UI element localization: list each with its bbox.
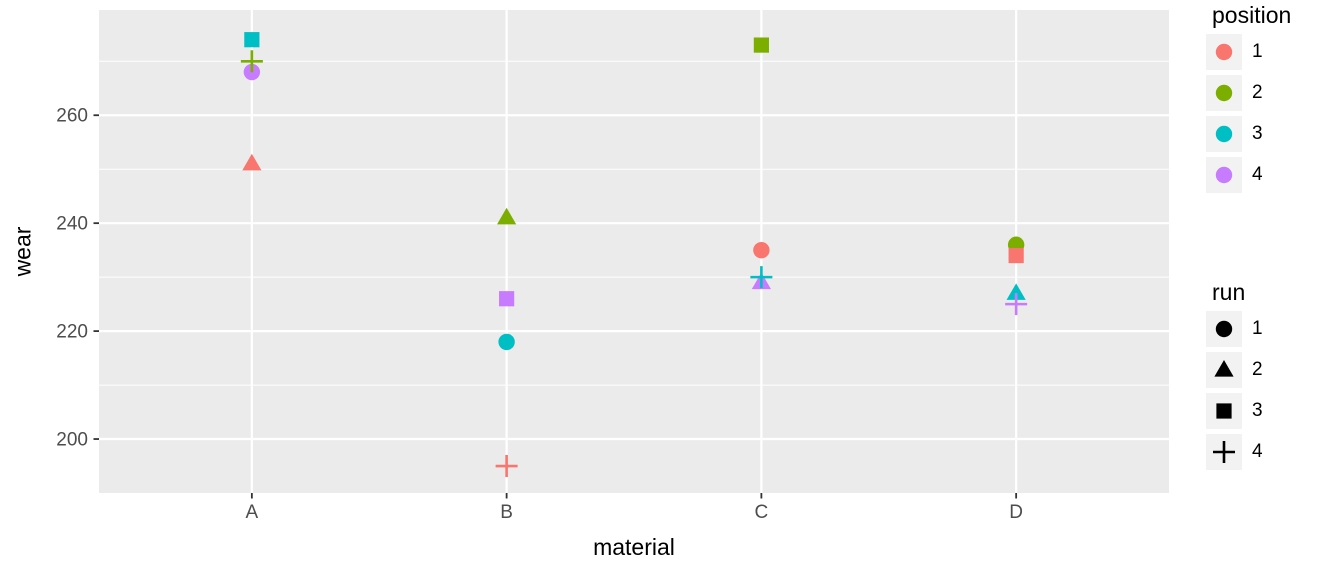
legend-key-square-icon (1206, 393, 1242, 429)
legend-label: 2 (1252, 359, 1263, 380)
x-tick-label: D (1009, 502, 1023, 523)
data-point-A-run3 (244, 32, 260, 48)
legend-item-run-1: 1 (1206, 311, 1344, 347)
legend-label: 1 (1252, 318, 1263, 339)
x-axis-title-text: material (593, 534, 675, 560)
legend-triangle-icon (1214, 360, 1234, 377)
legend-circle-icon (1215, 43, 1233, 61)
plot-area: 200 220 240 260 A B C D (56, 10, 1169, 523)
legend-label: 3 (1252, 400, 1263, 421)
legend-item-position-2: 2 (1206, 75, 1344, 111)
data-point-B-run4 (495, 455, 518, 478)
y-tick-label: 260 (56, 106, 88, 127)
legend-circle-icon (1215, 320, 1233, 338)
legend-key-circle-icon (1206, 34, 1242, 70)
legend-label: 2 (1252, 82, 1263, 103)
legend-key-triangle-icon (1206, 352, 1242, 388)
y-tick-label: 200 (56, 430, 88, 451)
data-point-B-run2 (497, 207, 517, 225)
plot-panel (99, 10, 1169, 493)
legend-key-circle-icon (1206, 157, 1242, 193)
data-point-B-run1 (498, 333, 515, 351)
legend-title-run: run (1212, 279, 1246, 305)
x-tick-label: A (246, 502, 259, 523)
legend-label: 4 (1252, 441, 1263, 462)
data-point-C-run3 (753, 37, 769, 53)
data-point-D-run3 (1008, 247, 1024, 264)
data-point-D-run2 (1006, 283, 1026, 300)
legend-item-position-3: 3 (1206, 116, 1344, 152)
legend-item-run-2: 2 (1206, 352, 1344, 388)
legend-item-run-4: 4 (1206, 434, 1344, 470)
legend-label: 1 (1252, 41, 1263, 62)
legend-square-icon (1216, 403, 1232, 419)
y-axis-title: wear (0, 10, 46, 493)
y-axis-title-text: wear (9, 226, 36, 277)
y-tick-label: 220 (56, 322, 88, 343)
legend-item-position-1: 1 (1206, 34, 1344, 70)
x-axis-title: material (99, 534, 1169, 561)
legend-key-circle-icon (1206, 116, 1242, 152)
legend-key-circle-icon (1206, 75, 1242, 111)
legend-item-run-3: 3 (1206, 393, 1344, 429)
x-tick-label: C (755, 502, 769, 523)
legend-run: run 1 2 3 4 (1206, 279, 1344, 470)
legend-key-circle-icon (1206, 311, 1242, 347)
data-point-A-run2 (242, 153, 262, 171)
x-tick-label: B (500, 502, 513, 523)
legend-label: 3 (1252, 123, 1263, 144)
legend-key-plus-icon (1206, 434, 1242, 470)
legend-label: 4 (1252, 164, 1263, 185)
legend-plus-icon (1213, 441, 1235, 463)
legend-circle-icon (1215, 125, 1233, 143)
legend-title-position: position (1212, 2, 1292, 28)
data-point-D-run4 (1005, 293, 1028, 316)
y-tick-label: 240 (56, 214, 88, 235)
legend-item-position-4: 4 (1206, 157, 1344, 193)
data-point-B-run3 (499, 291, 515, 307)
legend-position: position 1 2 3 4 (1206, 2, 1344, 193)
legend-circle-icon (1215, 84, 1233, 102)
data-point-C-run1 (753, 241, 770, 259)
legend-panel: position 1 2 3 4 run 1 2 3 4 (1206, 2, 1344, 475)
legend-circle-icon (1215, 166, 1233, 184)
data-point-C-run4 (750, 266, 773, 289)
data-point-A-run4 (240, 50, 263, 73)
